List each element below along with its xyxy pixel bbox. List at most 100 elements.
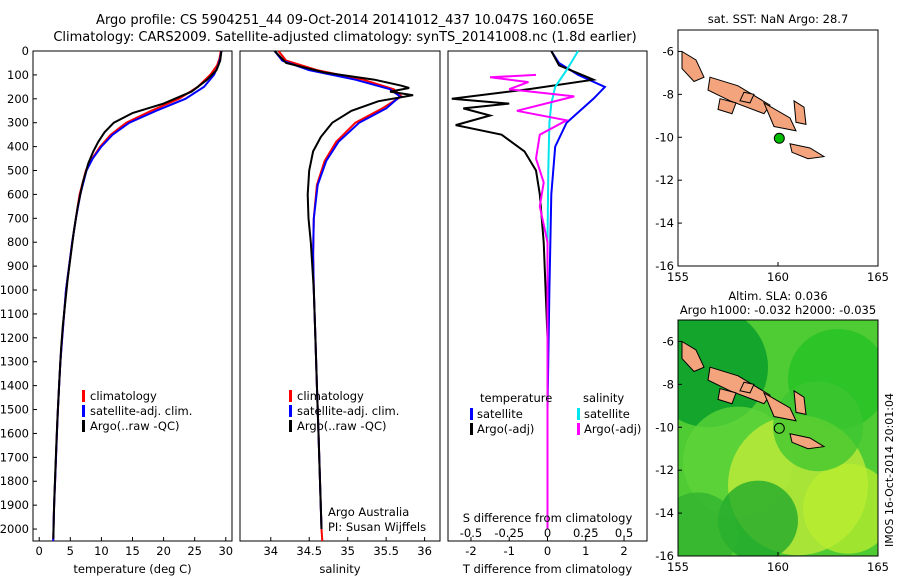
y-tick-label: 400 bbox=[7, 140, 29, 154]
y-tick-label: 2000 bbox=[0, 522, 29, 536]
legend-label: climatology bbox=[297, 389, 364, 403]
profile-panel-3: -2 -1 0 1 2 T difference from climatology temp… bbox=[447, 50, 648, 576]
island-shape bbox=[717, 388, 737, 405]
y-tick-label: 900 bbox=[7, 259, 29, 273]
plot-area: 0100200300400500600700800900100011001200… bbox=[0, 12, 889, 576]
y-tick-label: 1800 bbox=[0, 474, 29, 488]
legend-header-temperature: temperature bbox=[480, 391, 552, 405]
y-tick-label: 1000 bbox=[0, 283, 29, 297]
legend-swatch bbox=[289, 390, 292, 402]
map-panel-2: 155 160 165 -6 -8 -10 -12 -14 -16 Altim. SLA: 0.0… bbox=[655, 289, 889, 574]
y-tick-label: 1400 bbox=[0, 379, 29, 393]
legend-swatch bbox=[82, 420, 85, 432]
x-tick-label: 2 bbox=[620, 544, 627, 558]
credit-line1: Argo Australia bbox=[328, 505, 409, 519]
map-x-tick-label: 160 bbox=[767, 270, 789, 284]
y-tick-label: 1500 bbox=[0, 403, 29, 417]
legend-swatch bbox=[470, 408, 473, 420]
x-tick-label: 25 bbox=[187, 544, 202, 558]
figure-title-line2: Climatology: CARS2009. Satellite-adjuste… bbox=[53, 30, 636, 45]
series-line-1 bbox=[52, 50, 222, 542]
x-tick-label: 20 bbox=[156, 544, 171, 558]
x-tick-label: 5 bbox=[67, 544, 74, 558]
x-tick-label: -2 bbox=[465, 544, 476, 558]
top-x-tick-label: 0.25 bbox=[573, 526, 599, 540]
argo-position-marker bbox=[773, 422, 785, 434]
legend-swatch bbox=[577, 408, 580, 420]
legend-label: Argo(..raw -QC) bbox=[297, 419, 387, 433]
x-tick-label: 30 bbox=[218, 544, 233, 558]
sla-anomaly-patch bbox=[803, 463, 878, 554]
island-shape bbox=[793, 99, 807, 126]
island-shape bbox=[739, 91, 755, 104]
island-shape bbox=[707, 366, 771, 405]
legend-label: satellite-adj. clim. bbox=[297, 404, 399, 418]
island-shape bbox=[707, 76, 771, 115]
map-x-tick-label: 155 bbox=[667, 560, 689, 574]
legend-header-salinity: salinity bbox=[583, 391, 624, 405]
legend-swatch bbox=[289, 405, 292, 417]
x-tick-label: 36 bbox=[417, 544, 432, 558]
series-line-3 bbox=[52, 50, 223, 539]
legend-swatch bbox=[470, 423, 473, 435]
legend-label: climatology bbox=[90, 389, 157, 403]
map-y-tick-label: -12 bbox=[655, 173, 674, 187]
series-line-3 bbox=[273, 50, 414, 530]
map-y-tick-label: -8 bbox=[663, 377, 674, 391]
map-content bbox=[678, 320, 878, 556]
map-content bbox=[681, 50, 826, 160]
legend-swatch bbox=[289, 420, 292, 432]
credit-line2: PI: Susan Wijffels bbox=[328, 520, 426, 534]
y-tick-label: 1100 bbox=[0, 307, 29, 321]
sla-anomaly-patch bbox=[678, 492, 738, 556]
profile-panel-2: 34 34.5 35 35.5 36 salinity climatologysatelli… bbox=[239, 50, 441, 576]
sla-anomaly-patch bbox=[773, 381, 863, 472]
y-tick-label: 200 bbox=[7, 92, 29, 106]
x-tick-label: 35 bbox=[340, 544, 355, 558]
map-subtitle: Argo h1000: -0.032 h2000: -0.035 bbox=[680, 303, 876, 317]
x-axis-label: temperature (deg C) bbox=[73, 562, 191, 576]
figure-title-line1: Argo profile: CS 5904251_44 09-Oct-2014 … bbox=[96, 13, 594, 28]
island-shape bbox=[789, 143, 826, 160]
top-x-tick-label: 0 bbox=[544, 526, 551, 540]
x-tick-label: 15 bbox=[125, 544, 140, 558]
map-y-tick-label: -10 bbox=[655, 130, 674, 144]
series-line-1 bbox=[277, 50, 404, 542]
y-tick-label: 1600 bbox=[0, 426, 29, 440]
map-title: Altim. SLA: 0.036 bbox=[728, 289, 827, 303]
map-y-tick-label: -16 bbox=[655, 549, 674, 563]
legend-swatch bbox=[82, 405, 85, 417]
map-y-tick-label: -10 bbox=[655, 420, 674, 434]
sla-anomaly-patch bbox=[718, 480, 798, 556]
top-x-tick-label: -0.5 bbox=[460, 526, 482, 540]
legend-label: satellite bbox=[477, 407, 523, 421]
island-shape bbox=[717, 98, 737, 115]
map-frame bbox=[677, 29, 879, 267]
island-shape bbox=[762, 101, 797, 132]
map-x-tick-label: 165 bbox=[867, 270, 889, 284]
island-shape bbox=[681, 340, 705, 373]
series-line-2 bbox=[52, 50, 223, 542]
map-title: sat. SST: NaN Argo: 28.7 bbox=[708, 12, 849, 26]
y-tick-label: 500 bbox=[7, 164, 29, 178]
x-tick-label: 0 bbox=[544, 544, 551, 558]
x-tick-label: 10 bbox=[94, 544, 109, 558]
series-line-4 bbox=[489, 73, 575, 529]
map-y-tick-label: -8 bbox=[663, 87, 674, 101]
legend-swatch bbox=[82, 390, 85, 402]
map-y-tick-label: -6 bbox=[663, 44, 674, 58]
y-tick-label: 700 bbox=[7, 211, 29, 225]
top-x-tick-label: 0.5 bbox=[615, 526, 633, 540]
island-shape bbox=[739, 381, 755, 394]
panel-frame bbox=[239, 50, 441, 542]
y-tick-label: 0 bbox=[22, 44, 29, 58]
legend-label: Argo(..raw -QC) bbox=[90, 419, 180, 433]
island-shape bbox=[762, 391, 797, 422]
y-tick-label: 1900 bbox=[0, 498, 29, 512]
map-x-tick-label: 165 bbox=[867, 560, 889, 574]
legend-label: satellite bbox=[584, 407, 630, 421]
island-shape bbox=[681, 50, 705, 83]
map-y-tick-label: -6 bbox=[663, 334, 674, 348]
series-line-2 bbox=[273, 50, 402, 530]
